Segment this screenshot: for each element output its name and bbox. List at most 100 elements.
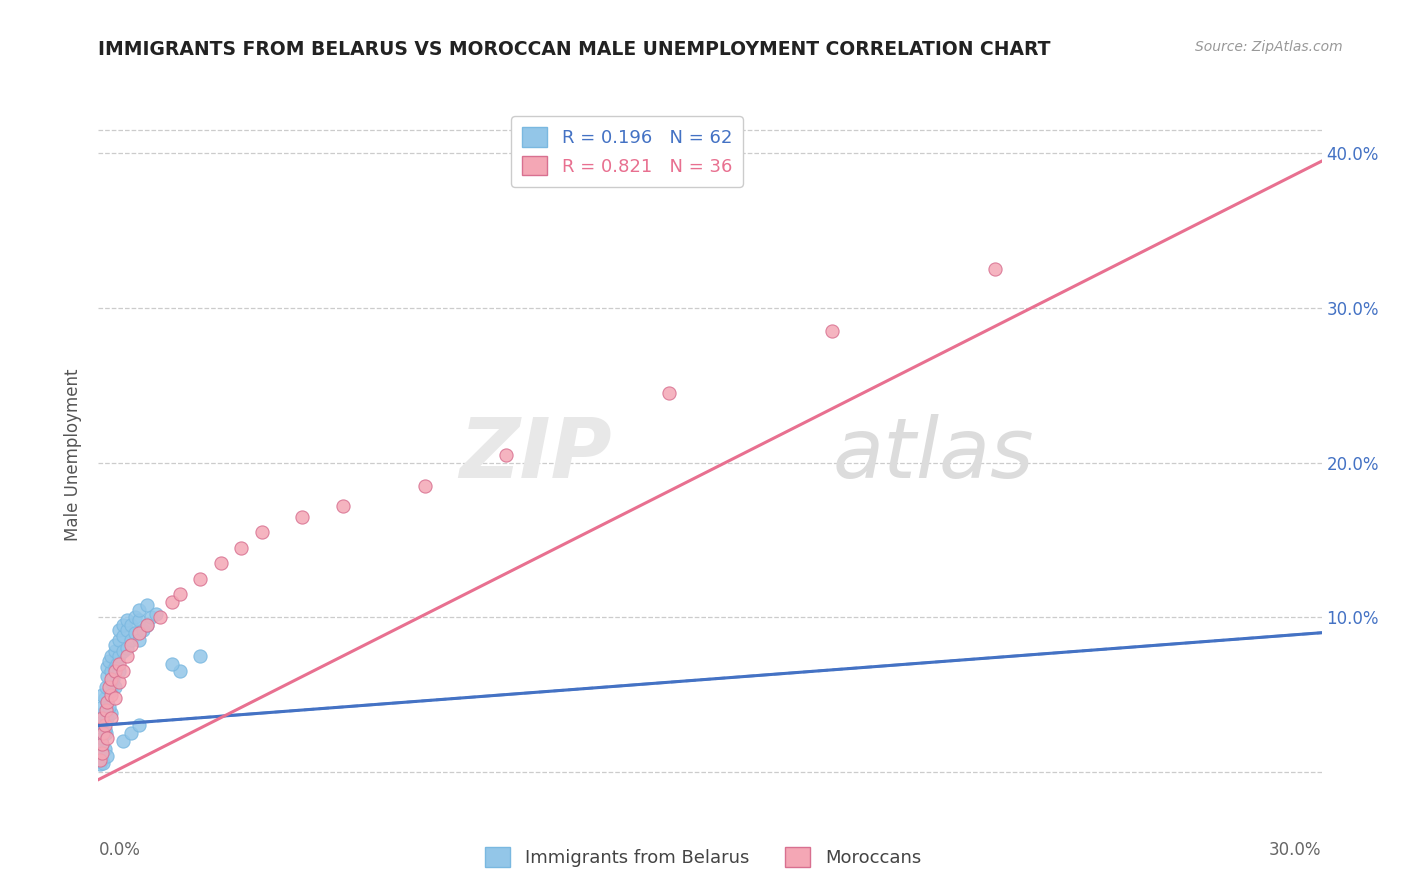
Point [104, 690, 127, 705]
Point [96, 731, 118, 745]
Point [94, 680, 117, 694]
Point [413, 479, 436, 493]
Point [111, 734, 134, 748]
Point [104, 644, 127, 658]
Point [111, 644, 134, 658]
Point [93, 718, 115, 732]
Point [111, 629, 134, 643]
Point [93, 690, 115, 705]
Point [128, 718, 150, 732]
Point [495, 448, 517, 462]
Text: 30.0%: 30.0% [1270, 841, 1322, 859]
Point [91, 747, 114, 761]
Point [209, 556, 232, 570]
Point [115, 641, 138, 656]
Point [108, 657, 131, 671]
Point [91, 711, 114, 725]
Point [101, 672, 124, 686]
Point [93, 722, 115, 736]
Point [188, 572, 212, 586]
Point [108, 633, 131, 648]
Point [115, 613, 138, 627]
Point [169, 587, 191, 601]
Point [96, 711, 118, 725]
Point [149, 610, 172, 624]
Point [90, 737, 112, 751]
Point [120, 618, 142, 632]
Text: ZIP: ZIP [460, 415, 612, 495]
Point [100, 665, 122, 679]
Point [105, 657, 128, 671]
Point [100, 648, 122, 663]
Point [128, 633, 150, 648]
Point [658, 386, 681, 401]
Point [91, 752, 114, 766]
Point [89, 757, 111, 772]
Y-axis label: Male Unemployment: Male Unemployment [65, 368, 83, 541]
Point [111, 618, 134, 632]
Point [120, 633, 142, 648]
Point [120, 638, 142, 652]
Point [136, 618, 159, 632]
Point [111, 665, 134, 679]
Point [169, 665, 191, 679]
Point [145, 607, 167, 622]
Point [91, 726, 114, 740]
Point [96, 695, 118, 709]
Point [821, 324, 844, 338]
Point [108, 648, 131, 663]
Point [96, 695, 118, 709]
Point [94, 703, 117, 717]
Point [96, 669, 118, 683]
Point [128, 602, 150, 616]
Point [108, 675, 131, 690]
Point [136, 618, 159, 632]
Point [91, 715, 114, 730]
Point [91, 688, 114, 702]
Point [90, 747, 112, 761]
Point [100, 706, 122, 720]
Point [141, 610, 163, 624]
Point [104, 680, 127, 694]
Point [115, 648, 138, 663]
Point [231, 541, 253, 555]
Point [91, 737, 114, 751]
Legend: Immigrants from Belarus, Moroccans: Immigrants from Belarus, Moroccans [478, 839, 928, 874]
Legend: R = 0.196   N = 62, R = 0.821   N = 36: R = 0.196 N = 62, R = 0.821 N = 36 [512, 116, 742, 186]
Point [115, 623, 138, 637]
Point [984, 262, 1007, 277]
Point [120, 726, 142, 740]
Point [90, 700, 112, 714]
Point [100, 688, 122, 702]
Point [136, 598, 159, 612]
Point [91, 706, 114, 720]
Text: IMMIGRANTS FROM BELARUS VS MOROCCAN MALE UNEMPLOYMENT CORRELATION CHART: IMMIGRANTS FROM BELARUS VS MOROCCAN MALE… [98, 40, 1050, 59]
Text: Source: ZipAtlas.com: Source: ZipAtlas.com [1195, 40, 1343, 54]
Point [128, 625, 150, 640]
Point [89, 752, 111, 766]
Point [96, 659, 118, 673]
Text: atlas: atlas [832, 415, 1033, 495]
Point [188, 648, 212, 663]
Point [160, 657, 183, 671]
Point [104, 659, 127, 673]
Point [124, 610, 146, 624]
Point [90, 731, 112, 745]
Point [108, 665, 131, 679]
Point [128, 613, 150, 627]
Point [332, 499, 354, 513]
Point [132, 623, 155, 637]
Point [91, 756, 114, 770]
Point [100, 672, 122, 686]
Point [96, 749, 118, 764]
Point [97, 654, 120, 668]
Point [124, 625, 146, 640]
Point [250, 525, 273, 540]
Point [100, 675, 122, 690]
Point [93, 741, 115, 756]
Text: 0.0%: 0.0% [98, 841, 141, 859]
Point [108, 623, 131, 637]
Point [100, 684, 122, 698]
Point [104, 665, 127, 679]
Point [94, 726, 117, 740]
